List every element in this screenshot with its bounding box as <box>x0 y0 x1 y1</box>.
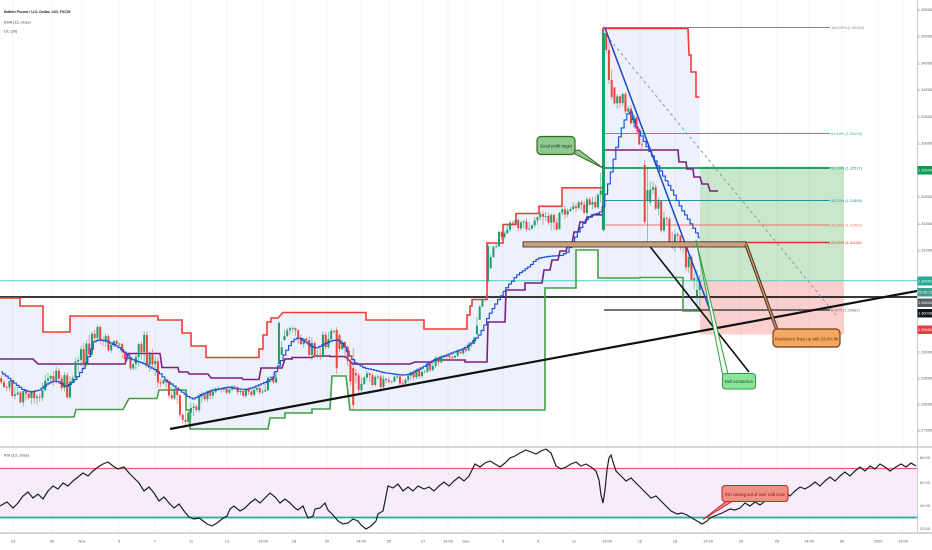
svg-text:23.60% (1.31126): 23.60% (1.31126) <box>831 240 862 245</box>
svg-text:20: 20 <box>325 539 330 544</box>
svg-text:11: 11 <box>189 539 194 544</box>
svg-text:25: 25 <box>387 539 392 544</box>
svg-text:1.35000: 1.35000 <box>918 34 932 39</box>
svg-text:14:00: 14:00 <box>703 539 714 544</box>
svg-text:30: 30 <box>50 539 55 544</box>
svg-text:Good profit target: Good profit target <box>540 144 573 149</box>
svg-text:100.00% (1.35152): 100.00% (1.35152) <box>831 25 865 30</box>
svg-text:9: 9 <box>537 539 540 544</box>
svg-text:14:00: 14:00 <box>602 539 613 544</box>
svg-text:38.20% (1.31895): 38.20% (1.31895) <box>831 198 863 203</box>
svg-text:1.30036: 1.30036 <box>918 311 932 316</box>
svg-text:1.35500: 1.35500 <box>918 7 932 12</box>
svg-text:1.32000: 1.32000 <box>918 194 932 199</box>
svg-text:1.34000: 1.34000 <box>918 87 932 92</box>
svg-text:80.00: 80.00 <box>920 455 931 460</box>
svg-text:1.31500: 1.31500 <box>918 221 932 226</box>
svg-text:1.29461: 1.29461 <box>918 327 932 332</box>
svg-text:60.00: 60.00 <box>920 480 931 485</box>
svg-text:13: 13 <box>225 539 230 544</box>
svg-text:30.00% (1.31463): 30.00% (1.31463) <box>831 223 863 228</box>
svg-text:18: 18 <box>673 539 678 544</box>
svg-text:25: 25 <box>775 539 780 544</box>
svg-text:14:00: 14:00 <box>356 539 367 544</box>
svg-text:27: 27 <box>421 539 426 544</box>
svg-text:2020: 2020 <box>874 539 884 544</box>
svg-text:20.00: 20.00 <box>920 526 931 531</box>
svg-text:20: 20 <box>739 539 744 544</box>
svg-text:14:00: 14:00 <box>258 539 269 544</box>
svg-text:16: 16 <box>638 539 643 544</box>
svg-text:1.33000: 1.33000 <box>918 141 932 146</box>
svg-text:RSI (13, close): RSI (13, close) <box>4 454 30 458</box>
svg-text:5: 5 <box>502 539 505 544</box>
svg-text:1.27500: 1.27500 <box>918 428 932 433</box>
svg-text:1.32524: 1.32524 <box>918 168 932 173</box>
svg-text:40.00: 40.00 <box>920 503 931 508</box>
svg-text:EMA (13, close): EMA (13, close) <box>4 21 32 25</box>
svg-text:5: 5 <box>118 539 121 544</box>
svg-text:DC (30): DC (30) <box>4 30 18 34</box>
svg-text:1.28500: 1.28500 <box>918 376 932 381</box>
svg-text:RSI coming out of over sold zo: RSI coming out of over sold zone <box>725 492 786 497</box>
svg-text:14:00: 14:00 <box>804 539 815 544</box>
svg-text:1.31000: 1.31000 <box>918 248 932 253</box>
svg-text:11: 11 <box>572 539 577 544</box>
svg-text:Resistance lines up with 23.6%: Resistance lines up with 23.6% fib <box>775 337 839 342</box>
svg-text:Nov: Nov <box>78 539 85 544</box>
svg-text:1.30404: 1.30404 <box>918 300 932 305</box>
svg-text:14:00: 14:00 <box>443 539 454 544</box>
svg-text:1.28000: 1.28000 <box>918 402 932 407</box>
svg-text:30: 30 <box>840 539 845 544</box>
svg-text:0.00% (1.29882): 0.00% (1.29882) <box>831 308 860 313</box>
svg-text:1.34500: 1.34500 <box>918 60 932 65</box>
svg-text:50.00% (1.32517): 50.00% (1.32517) <box>831 166 863 171</box>
svg-text:1.33500: 1.33500 <box>918 114 932 119</box>
svg-text:1.29000: 1.29000 <box>918 350 932 355</box>
svg-text:1.30451: 1.30451 <box>918 278 932 283</box>
svg-text:British Pound / U.S. Dollar, 2: British Pound / U.S. Dollar, 240, FXCM <box>4 9 71 14</box>
svg-text:61.80% (1.33139): 61.80% (1.33139) <box>831 131 863 136</box>
svg-text:14:00: 14:00 <box>898 539 909 544</box>
svg-text:7: 7 <box>154 539 157 544</box>
svg-text:Bull contraction: Bull contraction <box>725 379 754 384</box>
svg-text:23: 23 <box>11 539 16 544</box>
svg-text:03:42:11: 03:42:11 <box>918 290 932 295</box>
svg-text:Dec: Dec <box>462 539 469 544</box>
svg-text:18: 18 <box>292 539 297 544</box>
